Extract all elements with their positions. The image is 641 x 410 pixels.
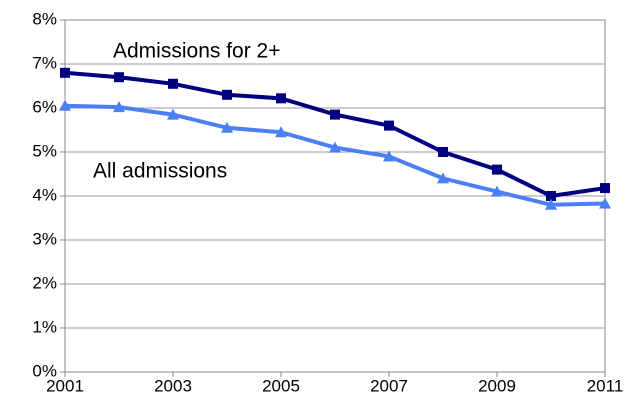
y-tick-label: 1%: [32, 317, 57, 336]
point: [492, 164, 502, 175]
x-tick-label: 2007: [370, 376, 408, 395]
x-tick-label: 2003: [154, 376, 192, 395]
series-line: [64, 103, 606, 207]
plot-border: [64, 19, 606, 373]
y-tick-label: 7%: [32, 53, 57, 72]
point: [222, 89, 232, 100]
point: [167, 108, 179, 120]
point: [59, 99, 71, 111]
y-tick-label: 5%: [32, 141, 57, 160]
point: [599, 197, 611, 209]
y-tick-label: 0%: [32, 361, 57, 380]
point: [60, 67, 70, 78]
point: [276, 93, 286, 104]
point: [114, 72, 124, 83]
y-tick-label: 3%: [32, 229, 57, 248]
point: [545, 198, 557, 210]
y-tick-label: 2%: [32, 273, 57, 292]
x-tick-label: 2009: [478, 376, 516, 395]
point: [329, 141, 341, 153]
series-label: All admissions: [93, 160, 227, 183]
point: [491, 185, 503, 197]
point: [275, 126, 287, 138]
y-tick-label: 8%: [32, 9, 57, 28]
point: [546, 191, 556, 201]
point: [113, 101, 125, 113]
y-tick-label: 6%: [32, 97, 57, 116]
point: [437, 172, 449, 184]
x-tick-label: 2001: [46, 376, 84, 395]
point: [330, 109, 340, 120]
point: [221, 121, 233, 133]
point: [168, 78, 178, 89]
series-label: Admissions for 2+: [113, 40, 281, 63]
x-tick-label: 2005: [262, 376, 300, 395]
point: [384, 120, 394, 131]
y-tick-label: 4%: [32, 185, 57, 204]
point: [600, 183, 610, 194]
point: [383, 150, 395, 162]
x-tick-label: 2011: [587, 376, 624, 395]
point: [438, 147, 448, 157]
